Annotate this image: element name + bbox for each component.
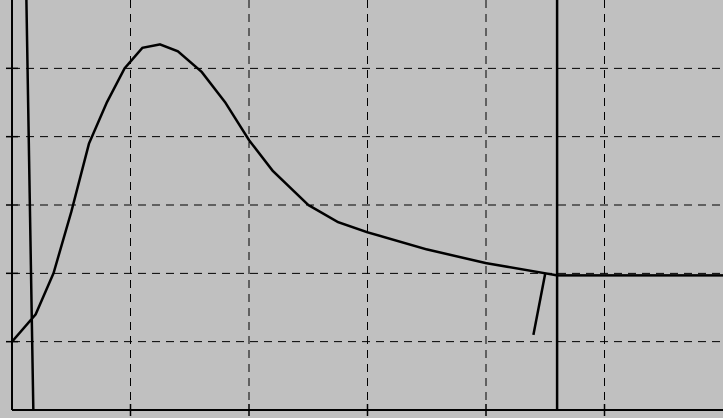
reference-line-1 (25, 0, 35, 411)
grid-layer (12, 0, 723, 410)
axis-layer (6, 0, 723, 416)
reference-line-3 (532, 273, 547, 336)
reference-layer (25, 0, 559, 411)
series-line-1 (10, 43, 559, 343)
series-layer (10, 43, 723, 343)
